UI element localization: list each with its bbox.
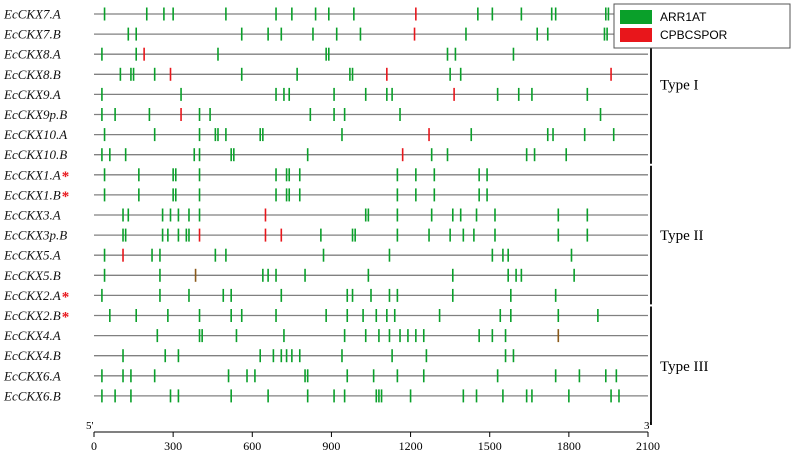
group-label: Type II <box>660 228 704 244</box>
gene-label: EcCKX1.A <box>3 167 61 182</box>
legend: ARR1AT CPBCSPOR <box>613 3 791 49</box>
gene-labels: EcCKX7.A EcCKX7.B EcCKX8.A EcCKX8.B EcCKX9.A… <box>3 7 69 404</box>
significance-star: * <box>62 189 70 205</box>
gene-label: EcCKX2.B <box>3 308 61 323</box>
type-groups: Type I Type II Type III <box>650 5 709 425</box>
x-tick-label: 1800 <box>557 439 581 453</box>
legend-swatch-arr1at <box>620 10 652 24</box>
gene-label: EcCKX8.B <box>3 67 61 82</box>
gene-label: EcCKX8.A <box>3 47 61 62</box>
gene-label: EcCKX4.A <box>3 328 61 343</box>
significance-star: * <box>62 169 70 185</box>
x-tick-label: 1200 <box>399 439 423 453</box>
promoter-backbones <box>94 13 648 397</box>
gene-label: EcCKX2.A <box>3 288 61 303</box>
five-prime-label: 5' <box>86 420 94 432</box>
legend-swatch-cpbcspor <box>620 28 652 42</box>
gene-label: EcCKX3p.B <box>3 228 67 243</box>
gene-label: EcCKX5.B <box>3 268 61 283</box>
x-tick-label: 0 <box>91 439 97 453</box>
x-axis: 5' 3' 0 300 600 900 1200 1500 1800 2100 <box>86 420 660 453</box>
gene-label: EcCKX9.A <box>3 87 61 102</box>
gene-label: EcCKX7.A <box>3 7 61 22</box>
gene-label: EcCKX6.A <box>3 368 61 383</box>
legend-label-cpbcspor: CPBCSPOR <box>660 28 728 42</box>
gene-label: EcCKX10.B <box>3 147 67 162</box>
significance-star: * <box>62 310 70 326</box>
gene-label: EcCKX10.A <box>3 127 67 142</box>
motif-marks <box>101 7 620 403</box>
gene-label: EcCKX6.B <box>3 388 61 403</box>
x-tick-label: 600 <box>243 439 261 453</box>
gene-label: EcCKX5.A <box>3 248 61 263</box>
gene-label: EcCKX9p.B <box>3 107 67 122</box>
gene-label: EcCKX4.B <box>3 348 61 363</box>
gene-label: EcCKX3.A <box>3 208 61 223</box>
x-tick-label: 2100 <box>636 439 660 453</box>
x-tick-label: 1500 <box>478 439 502 453</box>
three-prime-label: 3' <box>644 420 652 432</box>
x-tick-label: 900 <box>322 439 340 453</box>
significance-star: * <box>62 289 70 305</box>
gene-label: EcCKX1.B <box>3 187 61 202</box>
x-tick-label: 300 <box>164 439 182 453</box>
gene-label: EcCKX7.B <box>3 27 61 42</box>
group-label: Type I <box>660 77 699 93</box>
group-label: Type III <box>660 359 709 375</box>
legend-label-arr1at: ARR1AT <box>660 10 707 24</box>
